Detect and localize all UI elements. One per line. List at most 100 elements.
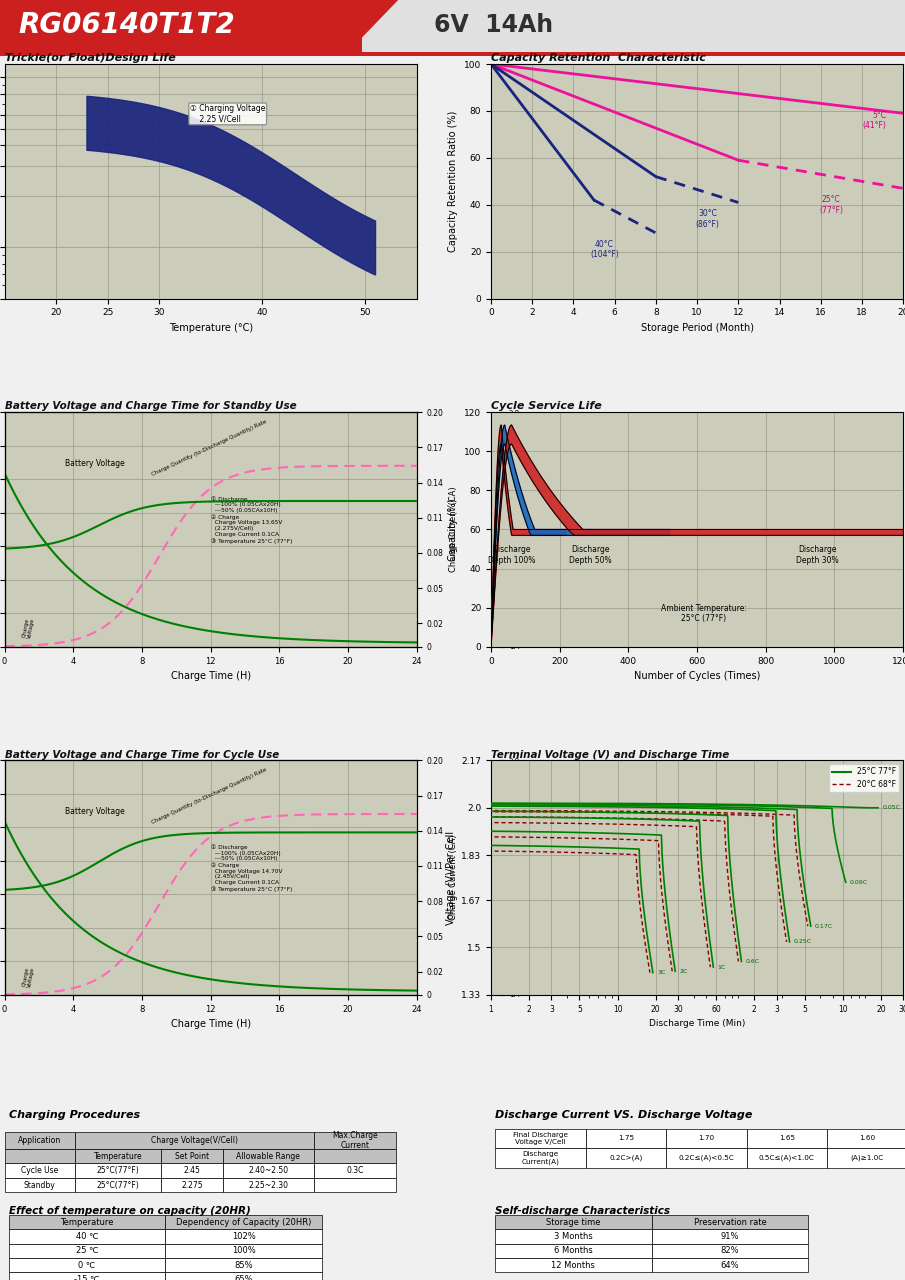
Text: 82%: 82% <box>720 1247 739 1256</box>
Bar <box>495 1215 652 1229</box>
Text: 3 Months: 3 Months <box>554 1231 593 1242</box>
Text: Self-discharge Characteristics: Self-discharge Characteristics <box>495 1207 670 1216</box>
Bar <box>747 1148 827 1167</box>
Text: 2.45: 2.45 <box>184 1166 201 1175</box>
X-axis label: Charge Time (H): Charge Time (H) <box>170 671 251 681</box>
X-axis label: Number of Cycles (Times): Number of Cycles (Times) <box>634 671 760 681</box>
Y-axis label: Charge Current (CA): Charge Current (CA) <box>449 835 458 920</box>
Text: 100%: 100% <box>232 1247 255 1256</box>
Polygon shape <box>491 425 670 646</box>
Text: Cycle Use: Cycle Use <box>21 1166 58 1175</box>
Text: ① Charging Voltage
    2.25 V/Cell: ① Charging Voltage 2.25 V/Cell <box>190 104 265 124</box>
Y-axis label: Voltage (V)/Per Cell: Voltage (V)/Per Cell <box>445 831 455 924</box>
Text: 64%: 64% <box>720 1261 739 1270</box>
Bar <box>652 1229 808 1244</box>
Text: 40 ℃: 40 ℃ <box>76 1231 99 1242</box>
Y-axis label: Battery Voltage (V)/Per Cell: Battery Voltage (V)/Per Cell <box>526 826 535 931</box>
Text: Standby: Standby <box>24 1180 55 1189</box>
Text: 0.25C: 0.25C <box>794 940 812 945</box>
Text: 25°C
(77°F): 25°C (77°F) <box>819 196 843 215</box>
Text: Trickle(or Float)Design Life: Trickle(or Float)Design Life <box>5 54 176 63</box>
Bar <box>223 1149 314 1164</box>
Text: 0.2C>(A): 0.2C>(A) <box>609 1155 643 1161</box>
Text: 5°C
(41°F): 5°C (41°F) <box>862 111 887 131</box>
X-axis label: Discharge Time (Min): Discharge Time (Min) <box>649 1019 745 1028</box>
Text: 102%: 102% <box>232 1231 255 1242</box>
Text: Charge Quantity (to-Discharge Quantity) Rate: Charge Quantity (to-Discharge Quantity) … <box>150 767 267 826</box>
Text: Dependency of Capacity (20HR): Dependency of Capacity (20HR) <box>176 1217 311 1226</box>
Text: 91%: 91% <box>720 1231 739 1242</box>
Bar <box>9 1244 166 1258</box>
Text: 1.70: 1.70 <box>699 1135 714 1142</box>
Text: 6 Months: 6 Months <box>554 1247 593 1256</box>
Text: 30°C
(86°F): 30°C (86°F) <box>695 210 719 229</box>
Bar <box>5 1149 74 1164</box>
Text: Battery Voltage and Charge Time for Standby Use: Battery Voltage and Charge Time for Stan… <box>5 402 296 411</box>
X-axis label: Temperature (°C): Temperature (°C) <box>168 323 252 333</box>
Text: Temperature: Temperature <box>61 1217 114 1226</box>
Text: Discharge Current VS. Discharge Voltage: Discharge Current VS. Discharge Voltage <box>495 1110 752 1120</box>
Text: 40°C
(104°F): 40°C (104°F) <box>590 241 619 260</box>
Text: 0.5C≤(A)<1.0C: 0.5C≤(A)<1.0C <box>758 1155 814 1161</box>
Text: 2.275: 2.275 <box>181 1180 203 1189</box>
Text: Discharge
Depth 50%: Discharge Depth 50% <box>569 545 612 564</box>
Bar <box>9 1272 166 1280</box>
Bar <box>747 1129 827 1148</box>
Text: Final Discharge
Voltage V/Cell: Final Discharge Voltage V/Cell <box>513 1132 568 1146</box>
Text: Charge Voltage(V/Cell): Charge Voltage(V/Cell) <box>150 1137 238 1146</box>
Bar <box>223 1164 314 1178</box>
Bar <box>161 1149 223 1164</box>
Text: 0.09C: 0.09C <box>850 879 868 884</box>
Bar <box>652 1244 808 1258</box>
Bar <box>74 1132 314 1149</box>
Text: 0.3C: 0.3C <box>347 1166 364 1175</box>
Text: Cycle Service Life: Cycle Service Life <box>491 402 602 411</box>
Text: 1.65: 1.65 <box>778 1135 795 1142</box>
Text: Ambient Temperature:
25°C (77°F): Ambient Temperature: 25°C (77°F) <box>661 604 747 623</box>
Bar <box>74 1178 161 1192</box>
Bar <box>74 1164 161 1178</box>
Polygon shape <box>87 96 376 275</box>
Polygon shape <box>491 425 903 646</box>
Text: Battery Voltage: Battery Voltage <box>64 806 124 815</box>
Text: RG06140T1T2: RG06140T1T2 <box>18 12 234 40</box>
Text: -15 ℃: -15 ℃ <box>74 1275 100 1280</box>
Text: Charge Quantity (to-Discharge Quantity) Rate: Charge Quantity (to-Discharge Quantity) … <box>150 419 267 477</box>
Text: 1.75: 1.75 <box>618 1135 634 1142</box>
Bar <box>5 1132 74 1149</box>
Text: Application: Application <box>18 1137 62 1146</box>
Text: Capacity Retention  Characteristic: Capacity Retention Characteristic <box>491 54 706 63</box>
Y-axis label: Battery Voltage (V)/Per Cell: Battery Voltage (V)/Per Cell <box>526 477 535 582</box>
Text: 3C: 3C <box>657 970 665 975</box>
Bar <box>495 1129 586 1148</box>
Text: Discharge
Depth 100%: Discharge Depth 100% <box>488 545 535 564</box>
Bar <box>314 1132 396 1149</box>
Text: Preservation rate: Preservation rate <box>693 1217 767 1226</box>
Text: 0.6C: 0.6C <box>746 959 760 964</box>
Text: 6V  14Ah: 6V 14Ah <box>434 13 554 37</box>
Text: Charging Procedures: Charging Procedures <box>9 1110 139 1120</box>
Bar <box>166 1272 322 1280</box>
Y-axis label: Capacity Retention Ratio (%): Capacity Retention Ratio (%) <box>449 110 459 252</box>
Bar <box>652 1215 808 1229</box>
Text: Discharge
Depth 30%: Discharge Depth 30% <box>796 545 839 564</box>
Text: 2.40~2.50: 2.40~2.50 <box>248 1166 289 1175</box>
Text: Discharge
Current(A): Discharge Current(A) <box>521 1151 559 1165</box>
X-axis label: Charge Time (H): Charge Time (H) <box>170 1019 251 1029</box>
Text: 0 ℃: 0 ℃ <box>79 1261 96 1270</box>
Y-axis label: Charge Current (CA): Charge Current (CA) <box>449 486 458 572</box>
Bar <box>0 51 905 56</box>
Text: 2.25~2.30: 2.25~2.30 <box>248 1180 289 1189</box>
Y-axis label: Capacity (%): Capacity (%) <box>449 498 459 561</box>
Text: 0.17C: 0.17C <box>815 924 834 928</box>
Text: Set Point: Set Point <box>175 1152 209 1161</box>
Polygon shape <box>308 0 398 56</box>
Bar <box>166 1244 322 1258</box>
Text: Max.Charge
Current: Max.Charge Current <box>332 1130 377 1151</box>
Text: 25 ℃: 25 ℃ <box>76 1247 99 1256</box>
Text: 25°C(77°F): 25°C(77°F) <box>97 1166 139 1175</box>
Text: Effect of temperature on capacity (20HR): Effect of temperature on capacity (20HR) <box>9 1207 251 1216</box>
Bar <box>652 1258 808 1272</box>
Bar <box>166 1258 322 1272</box>
Bar <box>495 1258 652 1272</box>
